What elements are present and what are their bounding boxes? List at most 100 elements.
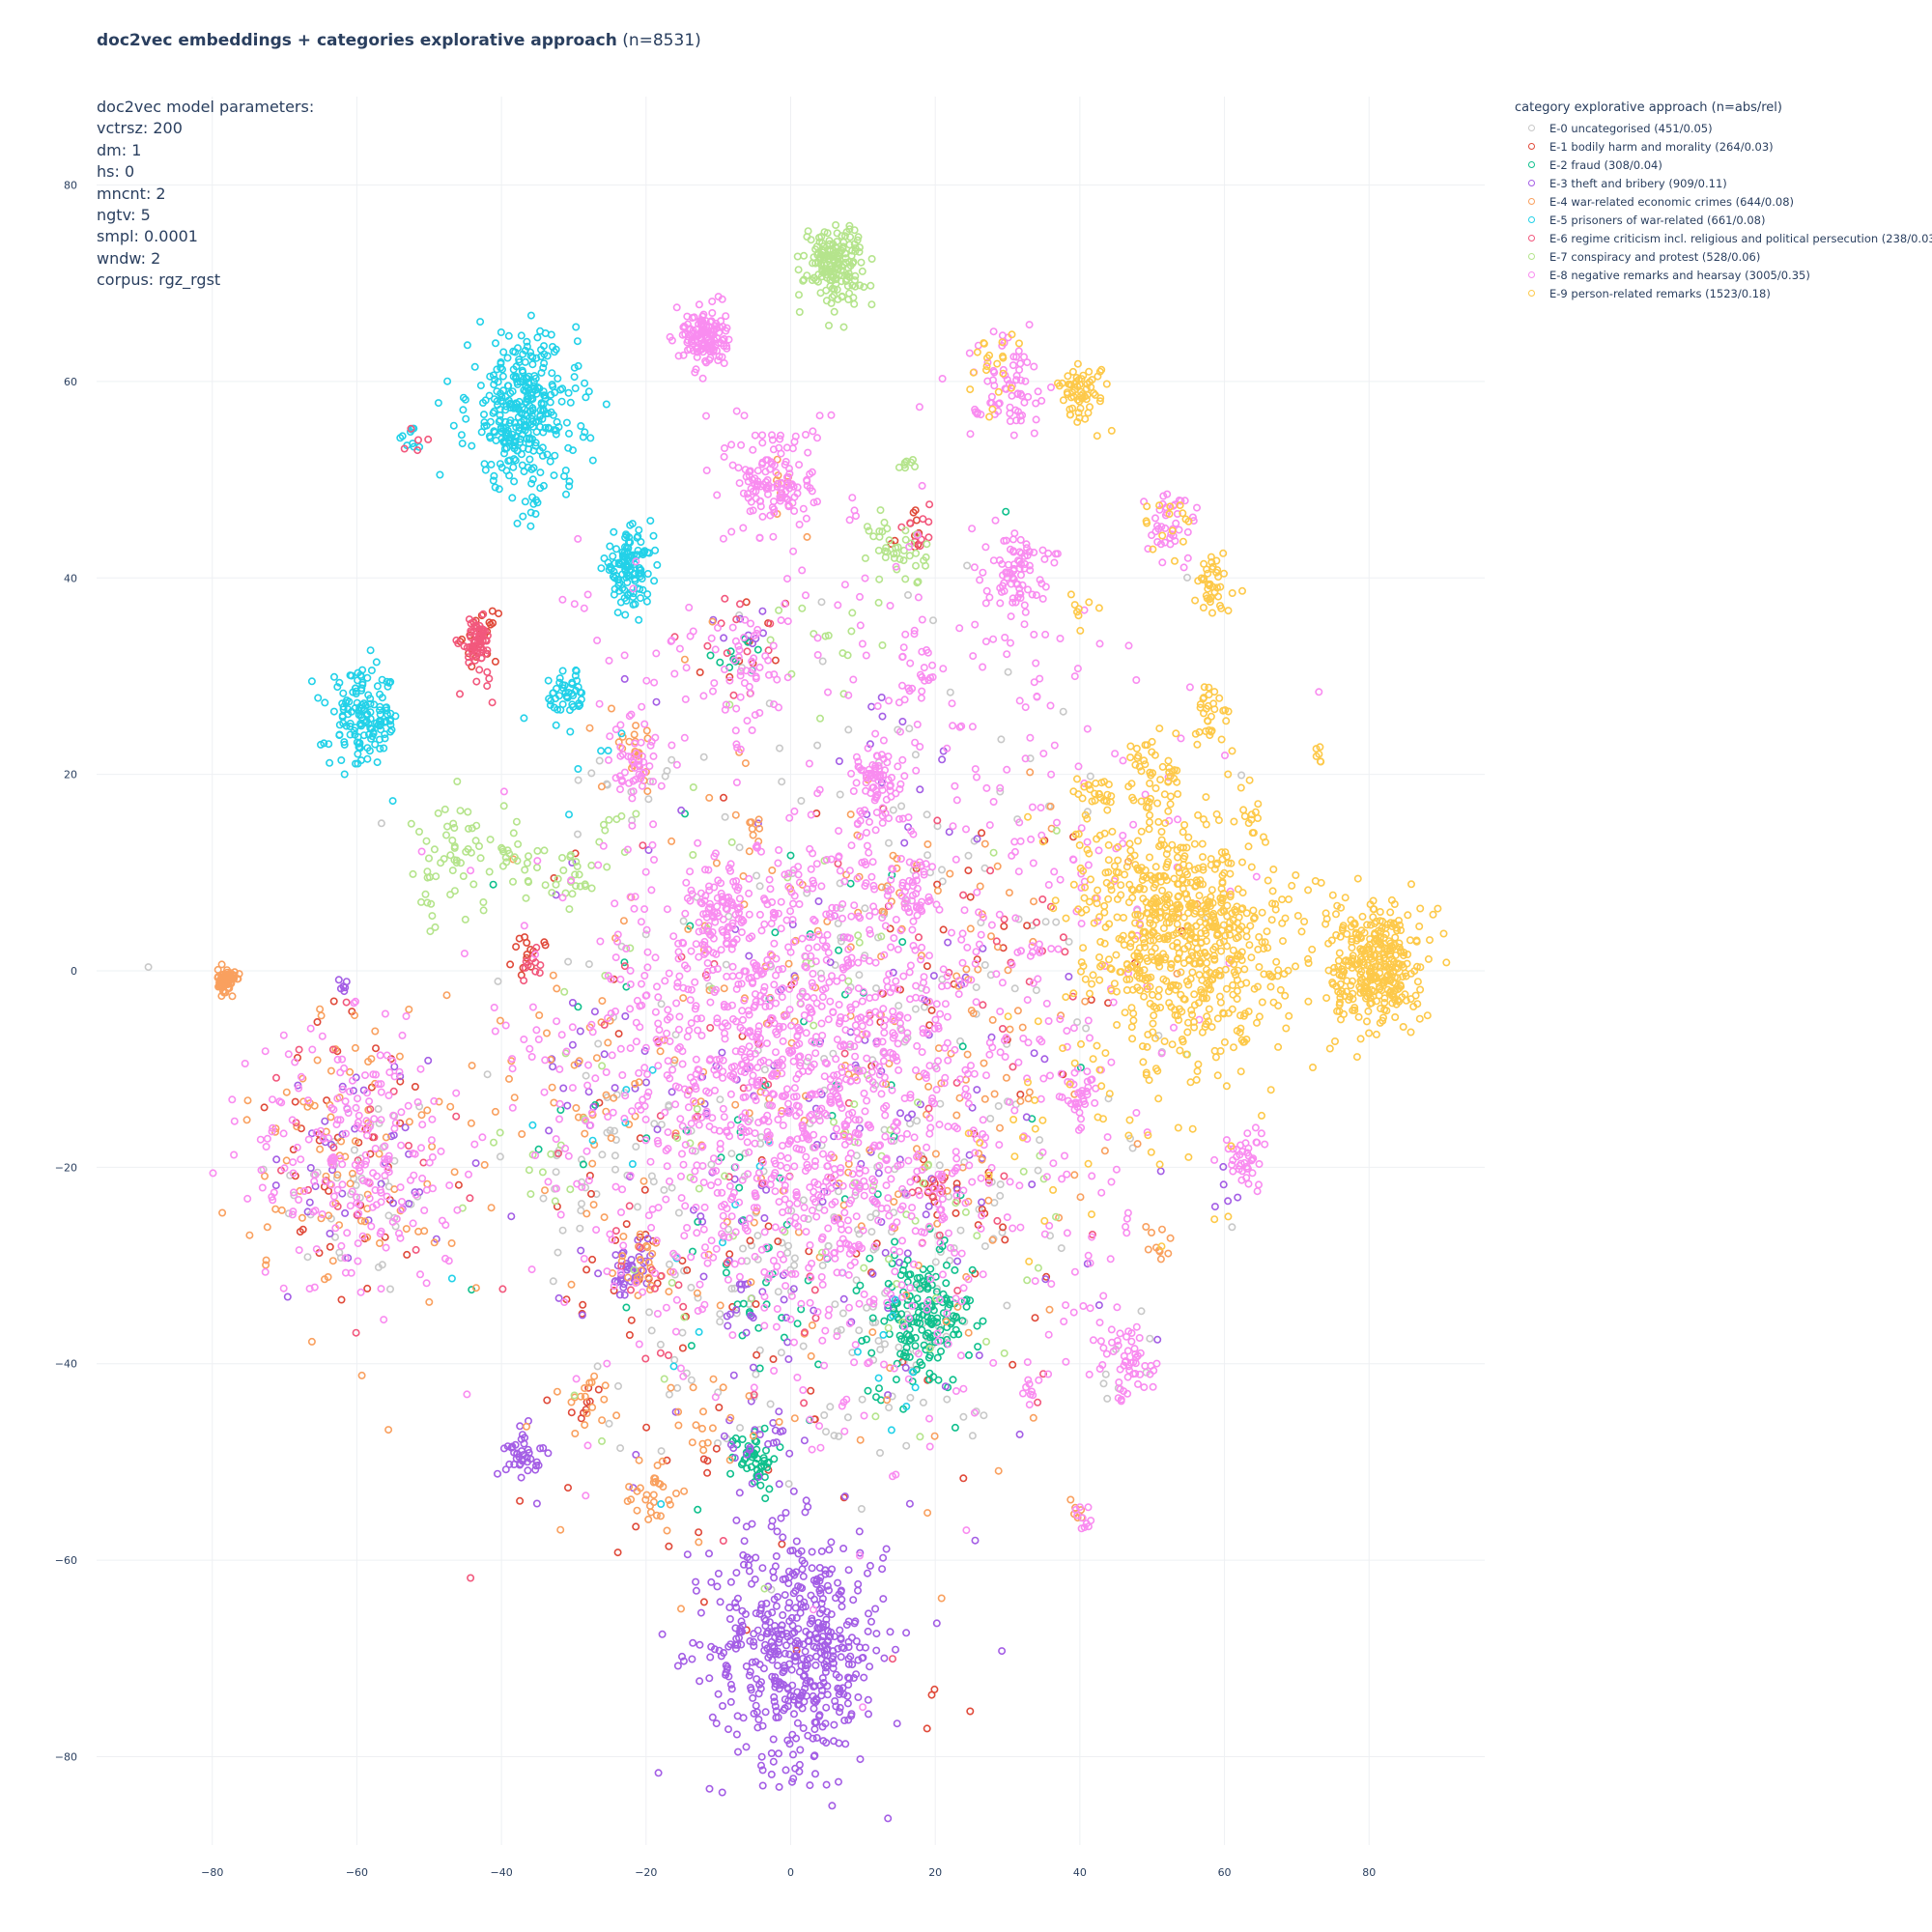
data-point bbox=[654, 1204, 663, 1212]
data-point bbox=[367, 1055, 376, 1064]
data-point bbox=[844, 1660, 853, 1668]
data-point bbox=[852, 1287, 861, 1295]
data-point bbox=[764, 1439, 773, 1448]
data-point bbox=[822, 1703, 831, 1712]
data-point bbox=[879, 1330, 888, 1339]
data-point bbox=[884, 1304, 893, 1313]
data-point bbox=[771, 971, 780, 980]
data-point bbox=[834, 1777, 842, 1786]
data-point bbox=[770, 1367, 779, 1376]
data-point bbox=[1036, 1136, 1044, 1145]
series-3-points bbox=[271, 607, 1242, 1823]
data-point bbox=[747, 1241, 755, 1250]
data-point bbox=[313, 1018, 322, 1027]
data-point bbox=[925, 1369, 934, 1378]
data-point bbox=[665, 1102, 673, 1111]
data-point bbox=[307, 677, 316, 686]
data-point bbox=[924, 1082, 933, 1091]
data-point bbox=[817, 1002, 826, 1010]
data-point bbox=[523, 337, 531, 346]
data-point bbox=[485, 674, 494, 683]
data-point bbox=[641, 1495, 650, 1504]
data-point bbox=[731, 1599, 740, 1607]
data-point bbox=[600, 1213, 609, 1222]
data-point bbox=[839, 1690, 848, 1698]
data-point bbox=[464, 808, 472, 816]
data-point bbox=[647, 1326, 656, 1335]
data-point bbox=[558, 1226, 567, 1235]
data-point bbox=[863, 1054, 871, 1063]
data-point bbox=[512, 817, 521, 826]
data-point bbox=[560, 987, 569, 996]
data-point bbox=[917, 952, 925, 960]
data-point bbox=[655, 1026, 664, 1035]
data-point bbox=[680, 655, 689, 664]
data-point bbox=[546, 398, 554, 407]
data-point bbox=[509, 463, 518, 471]
data-point bbox=[653, 1125, 662, 1134]
data-point bbox=[913, 1117, 922, 1125]
data-point bbox=[798, 604, 807, 612]
data-point bbox=[795, 307, 804, 316]
data-point bbox=[774, 1116, 782, 1124]
data-point bbox=[1137, 1307, 1146, 1316]
data-point bbox=[863, 810, 871, 819]
data-point bbox=[652, 982, 661, 991]
data-point bbox=[972, 948, 980, 956]
data-point bbox=[844, 1617, 853, 1626]
data-point bbox=[984, 1196, 993, 1205]
data-point bbox=[725, 1604, 734, 1612]
data-point bbox=[727, 838, 736, 846]
data-point bbox=[363, 1233, 372, 1241]
data-point bbox=[213, 965, 222, 974]
data-point bbox=[882, 1080, 891, 1089]
data-point bbox=[771, 1650, 780, 1659]
data-point bbox=[363, 1190, 372, 1199]
data-point bbox=[428, 1142, 437, 1151]
data-point bbox=[1128, 1144, 1137, 1152]
data-point bbox=[781, 1591, 789, 1600]
data-point bbox=[874, 598, 883, 607]
data-point bbox=[1030, 897, 1038, 906]
data-point bbox=[1001, 1236, 1009, 1244]
data-point bbox=[791, 1604, 800, 1612]
data-point bbox=[754, 1472, 763, 1481]
data-point bbox=[765, 1485, 774, 1493]
data-point bbox=[665, 1260, 673, 1268]
data-point bbox=[894, 1039, 902, 1048]
data-point bbox=[703, 641, 712, 650]
data-point bbox=[812, 1734, 821, 1743]
data-point bbox=[973, 1321, 981, 1330]
data-point bbox=[835, 1708, 843, 1717]
data-point bbox=[973, 835, 981, 843]
data-point bbox=[640, 1185, 649, 1194]
data-point bbox=[414, 827, 423, 836]
data-point bbox=[858, 1395, 867, 1404]
data-point bbox=[404, 1142, 412, 1151]
data-point bbox=[550, 1098, 558, 1107]
data-point bbox=[579, 1408, 587, 1417]
data-point bbox=[606, 542, 614, 551]
data-point bbox=[716, 1318, 724, 1326]
data-point bbox=[964, 1099, 973, 1108]
data-point bbox=[847, 769, 856, 778]
data-point bbox=[523, 950, 531, 958]
data-point bbox=[576, 1027, 584, 1036]
data-point bbox=[1166, 1234, 1175, 1242]
data-point bbox=[826, 1403, 835, 1411]
data-point bbox=[757, 926, 766, 935]
data-point bbox=[706, 998, 715, 1007]
data-point bbox=[508, 877, 517, 886]
data-point bbox=[747, 818, 755, 827]
data-point bbox=[590, 1141, 599, 1150]
data-point bbox=[795, 1694, 804, 1703]
data-point bbox=[422, 837, 431, 845]
data-point bbox=[556, 1106, 565, 1115]
data-point bbox=[840, 1140, 849, 1149]
data-point bbox=[845, 867, 854, 875]
data-point bbox=[795, 461, 804, 469]
data-point bbox=[1065, 937, 1073, 946]
data-point bbox=[721, 594, 729, 603]
data-point bbox=[792, 1537, 801, 1546]
